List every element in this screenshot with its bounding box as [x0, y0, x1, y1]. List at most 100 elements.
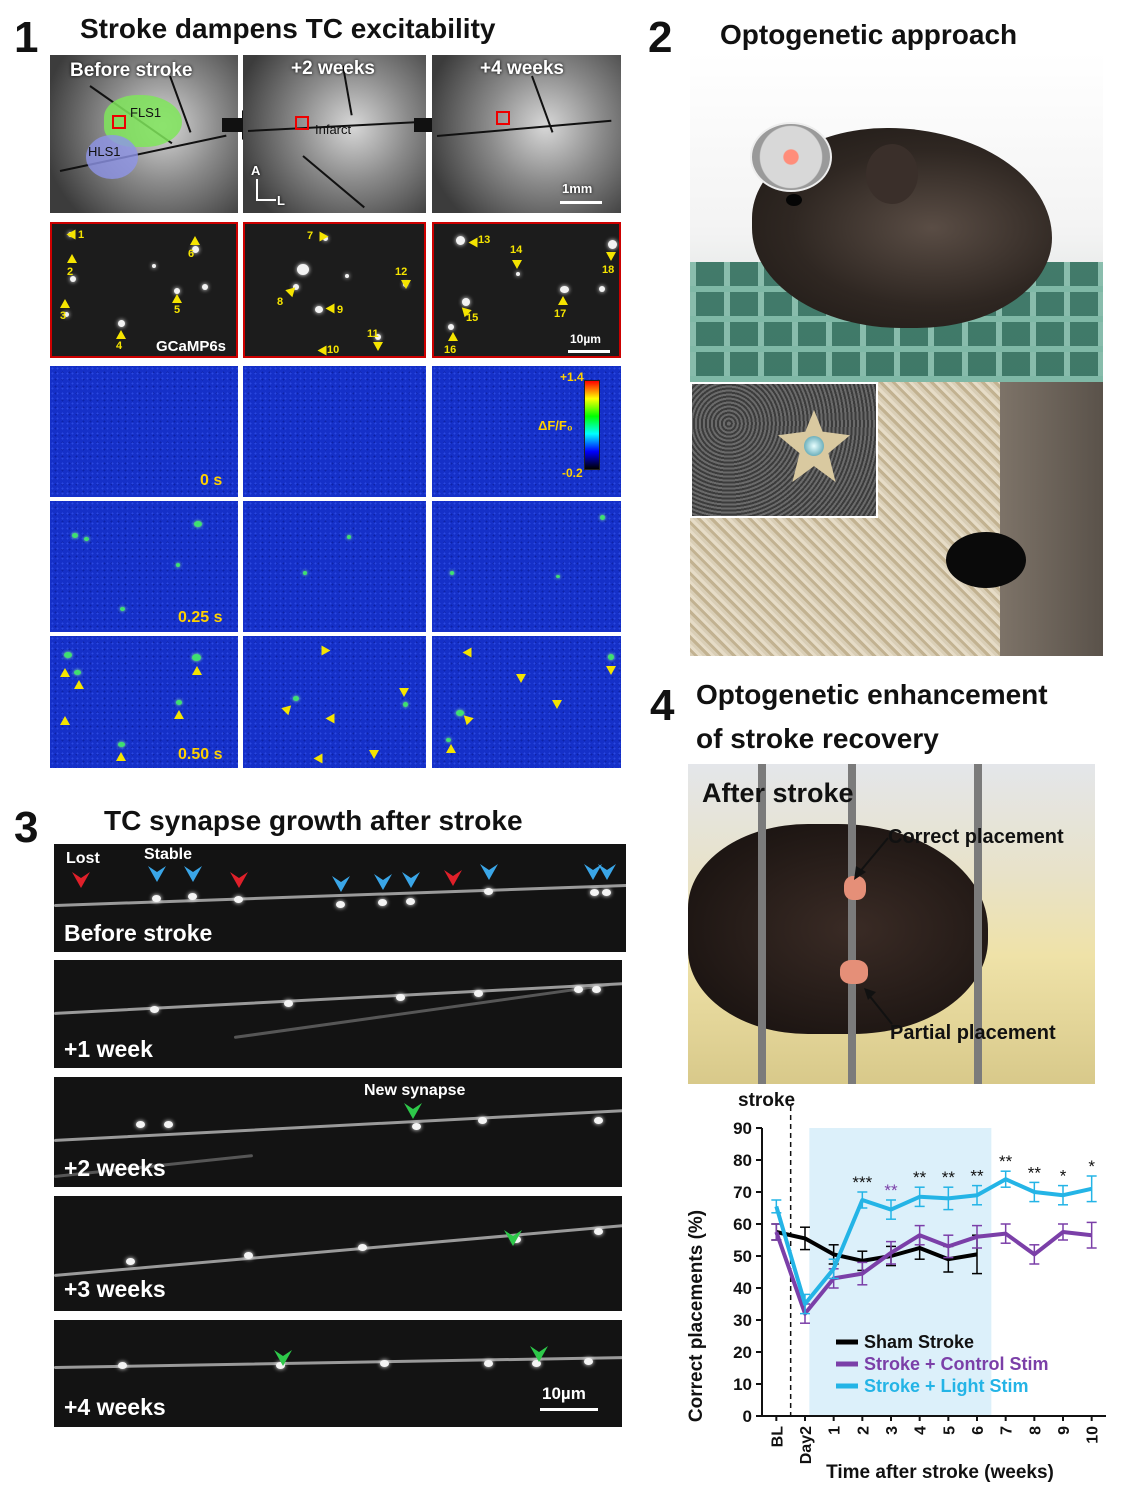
dendrite-1-week: +1 week	[54, 960, 622, 1068]
panel-4-number: 4	[650, 681, 675, 730]
y-tick-label: 40	[733, 1279, 752, 1298]
x-tick-label: 5	[941, 1426, 958, 1435]
stable-label: Stable	[144, 846, 193, 863]
colorbar	[584, 380, 600, 470]
axis-l-label: L	[277, 193, 285, 208]
series-line	[774, 1177, 1093, 1306]
significance-mark: *	[1060, 1167, 1067, 1186]
row-label: +1 week	[64, 1036, 153, 1062]
activity-arrow-icon	[446, 744, 456, 753]
x-tick-label: 9	[1056, 1426, 1073, 1435]
y-tick-label: 30	[733, 1311, 752, 1330]
scale-bar	[560, 201, 602, 204]
cell-arrow-icon	[67, 254, 77, 263]
stable-arrow-icon	[332, 876, 350, 892]
y-tick-label: 80	[733, 1151, 752, 1170]
cell-label: 2	[67, 266, 74, 278]
roi-square	[295, 116, 309, 130]
cell-arrow-icon	[512, 260, 522, 269]
activity-arrow-icon	[74, 680, 84, 689]
legend-label: Stroke + Control Stim	[864, 1354, 1049, 1374]
panel-2-title: Optogenetic approach	[720, 19, 1018, 50]
significance-mark: *	[1088, 1157, 1095, 1176]
activity-2w-050s	[243, 636, 426, 768]
panel-1-title: Stroke dampens TC excitability	[80, 13, 496, 44]
dendrite-before-stroke: Lost Stable Before stroke	[54, 844, 626, 952]
photo-ladder-test: After stroke Correct placement Partial p…	[688, 764, 1095, 1084]
stable-arrow-icon	[148, 866, 166, 882]
scale-10um: 10µm	[570, 332, 601, 346]
hls1-map	[86, 135, 138, 179]
activity-arrow-icon	[60, 668, 70, 677]
activity-before-025s: 0.25 s	[50, 501, 238, 632]
activity-arrow-icon	[174, 710, 184, 719]
lost-arrow-icon	[230, 872, 248, 888]
led-icon	[804, 436, 824, 456]
cell-arrow-icon	[558, 296, 568, 305]
cell-label: 11	[367, 328, 379, 340]
x-tick-label: 8	[1027, 1426, 1044, 1435]
inset-texture	[692, 384, 876, 516]
activity-2w-025s	[243, 501, 426, 632]
activity-2w-0s	[243, 366, 426, 497]
axis-arrow-icon	[256, 179, 258, 201]
cell-panel-before: 1 2 3 4 5 6 GCaMP6s	[50, 222, 238, 358]
cell-arrow-icon	[190, 236, 200, 245]
arrow-correct-icon	[854, 837, 889, 880]
mouse-body	[946, 532, 1026, 588]
stable-arrow-icon	[184, 866, 202, 882]
hls1-label: HLS1	[88, 144, 121, 159]
cell-arrow-icon	[60, 299, 70, 308]
cell-label: 16	[444, 344, 457, 356]
legend-label: Sham Stroke	[864, 1332, 974, 1352]
roi-square	[112, 115, 126, 129]
activity-arrow-icon	[606, 666, 616, 675]
lost-label: Lost	[66, 850, 100, 867]
mouse-eye	[786, 194, 802, 206]
new-synapse-label: New synapse	[364, 1082, 466, 1099]
colorbar-min: -0.2	[562, 466, 583, 480]
scale-bar	[540, 1408, 598, 1411]
stable-arrow-icon	[598, 864, 616, 880]
cell-arrow-icon	[172, 294, 182, 303]
four-weeks-label: +4 weeks	[480, 58, 564, 79]
panel-3-title: TC synapse growth after stroke	[104, 805, 523, 836]
cortex-image-before-stroke: FLS1 HLS1 Before stroke	[50, 55, 238, 213]
time-label: 0.50 s	[178, 746, 223, 763]
correct-placement-label: Correct placement	[888, 826, 1064, 848]
activity-arrow-icon	[321, 645, 331, 656]
cortex-image-4-weeks: +4 weeks 1mm	[432, 55, 621, 213]
activity-arrow-icon	[516, 674, 526, 683]
activity-arrow-icon	[325, 713, 335, 724]
stable-arrow-icon	[374, 874, 392, 890]
after-stroke-label: After stroke	[702, 778, 854, 808]
activity-arrow-icon	[552, 700, 562, 709]
panel-2-number: 2	[648, 13, 673, 62]
scale-bar	[568, 350, 610, 353]
cell-label: 17	[554, 308, 567, 320]
scale-10um: 10µm	[542, 1384, 586, 1403]
significance-mark: **	[942, 1168, 956, 1187]
gcamp6s-label: GCaMP6s	[156, 338, 227, 355]
x-tick-label: 7	[999, 1426, 1016, 1435]
activity-arrow-icon	[116, 752, 126, 761]
x-axis-label: Time after stroke (weeks)	[826, 1462, 1054, 1483]
significance-mark: **	[970, 1167, 984, 1186]
row-label: Before stroke	[64, 920, 213, 946]
y-tick-label: 60	[733, 1215, 752, 1234]
cell-label: 1	[78, 229, 85, 241]
paw-correct	[844, 876, 866, 900]
panel-4-title-line2: of stroke recovery	[696, 723, 939, 754]
activity-arrow-icon	[60, 716, 70, 725]
cell-arrow-icon	[373, 342, 383, 351]
cell-label: 8	[277, 296, 284, 308]
series-line	[774, 1230, 1092, 1316]
activity-arrow-icon	[369, 750, 379, 759]
cell-arrow-icon	[468, 237, 478, 248]
cell-label: 12	[395, 266, 408, 278]
activity-arrow-icon	[281, 701, 295, 716]
y-tick-label: 90	[733, 1119, 752, 1138]
x-tick-label: Day2	[798, 1426, 815, 1464]
y-tick-label: 0	[743, 1407, 752, 1426]
y-tick-label: 70	[733, 1183, 752, 1202]
